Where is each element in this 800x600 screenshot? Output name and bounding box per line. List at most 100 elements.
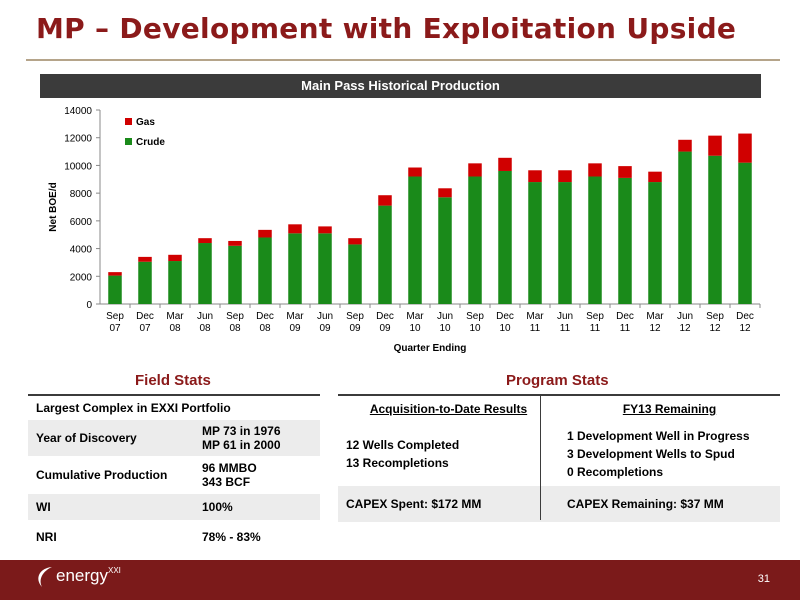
- x-tick-label: 10: [409, 323, 421, 334]
- bar-gas: [678, 139, 692, 152]
- cell-line: 12 Wells Completed: [346, 438, 460, 452]
- bar-crude: [258, 237, 272, 304]
- bar-gas: [648, 171, 662, 183]
- column-header: FY13 Remaining: [622, 402, 717, 416]
- bar-gas: [228, 240, 242, 246]
- logo-superscript: XXI: [107, 566, 121, 575]
- bar-gas: [108, 272, 122, 276]
- bar-crude: [318, 233, 332, 304]
- bar-gas: [528, 170, 542, 183]
- y-tick-label: 2000: [70, 272, 93, 283]
- x-tick-label: Jun: [677, 311, 693, 322]
- table-row: Year of Discovery MP 73 in 1976 MP 61 in…: [28, 420, 320, 456]
- bar-crude: [408, 176, 422, 304]
- y-tick-label: 10000: [64, 161, 92, 172]
- table-cell: 1 Development Well in Progress 3 Develop…: [559, 422, 780, 486]
- y-tick-label: 4000: [70, 245, 93, 256]
- bar-gas: [138, 256, 152, 262]
- bar-crude: [528, 182, 542, 304]
- table-cell: CAPEX Spent: $172 MM: [346, 497, 482, 511]
- bar-gas: [468, 163, 482, 177]
- bar-gas: [168, 254, 182, 262]
- x-tick-label: Mar: [646, 311, 664, 322]
- x-tick-label: 11: [560, 323, 571, 334]
- x-tick-label: Jun: [437, 311, 453, 322]
- page-title: MP – Development with Exploitation Upsid…: [36, 12, 737, 45]
- x-tick-label: 07: [109, 323, 121, 334]
- bar-gas: [498, 157, 512, 171]
- bar-gas: [288, 224, 302, 234]
- x-axis-label: Quarter Ending: [394, 343, 467, 354]
- bar-crude: [378, 205, 392, 304]
- column-divider: [540, 394, 541, 520]
- bar-gas: [708, 135, 722, 156]
- bar-gas: [258, 229, 272, 238]
- x-tick-label: 09: [289, 323, 301, 334]
- bar-crude: [288, 233, 302, 304]
- y-tick-label: 0: [86, 300, 92, 311]
- company-logo: energyXXI: [38, 566, 121, 587]
- y-tick-label: 12000: [64, 134, 92, 145]
- legend-label: Crude: [136, 137, 165, 148]
- legend-swatch: [125, 118, 132, 125]
- field-stat-value-line: MP 61 in 2000: [202, 438, 281, 452]
- table-cell: 12 Wells Completed 13 Recompletions: [338, 422, 559, 486]
- legend-label: Gas: [136, 117, 155, 128]
- cell-line: 1 Development Well in Progress: [567, 429, 750, 443]
- legend-swatch: [125, 138, 132, 145]
- x-tick-label: Jun: [317, 311, 333, 322]
- field-stat-value: 100%: [194, 494, 320, 520]
- bar-crude: [708, 155, 722, 304]
- bar-crude: [468, 176, 482, 304]
- bar-gas: [558, 170, 572, 183]
- field-stat-label: Year of Discovery: [28, 420, 194, 456]
- x-tick-label: 08: [199, 323, 211, 334]
- bar-crude: [168, 261, 182, 304]
- x-tick-label: Mar: [286, 311, 304, 322]
- x-tick-label: Jun: [197, 311, 213, 322]
- x-tick-label: Mar: [166, 311, 184, 322]
- field-stat-value-line: 343 BCF: [202, 475, 251, 489]
- bar-gas: [198, 238, 212, 244]
- x-tick-label: 07: [139, 323, 151, 334]
- x-tick-label: 09: [349, 323, 361, 334]
- x-tick-label: 10: [469, 323, 481, 334]
- field-stats-table: Largest Complex in EXXI Portfolio Year o…: [28, 394, 320, 554]
- x-tick-label: 11: [530, 323, 541, 334]
- field-stat-value-line: MP 73 in 1976: [202, 424, 281, 438]
- x-tick-label: 08: [169, 323, 181, 334]
- x-tick-label: Dec: [256, 311, 274, 322]
- program-stats-table: Acquisition-to-Date Results FY13 Remaini…: [338, 394, 780, 522]
- x-tick-label: Mar: [406, 311, 424, 322]
- field-stats-title: Field Stats: [135, 372, 211, 389]
- bar-gas: [408, 167, 422, 177]
- program-stats-title: Program Stats: [506, 372, 609, 389]
- x-tick-label: Jun: [557, 311, 573, 322]
- bar-crude: [438, 197, 452, 304]
- x-tick-label: Sep: [586, 311, 604, 322]
- field-stat-label: Largest Complex in EXXI Portfolio: [28, 394, 320, 420]
- x-tick-label: 09: [379, 323, 391, 334]
- bar-crude: [648, 182, 662, 304]
- bar-gas: [378, 195, 392, 206]
- x-tick-label: 12: [709, 323, 721, 334]
- bar-gas: [348, 238, 362, 245]
- y-tick-label: 14000: [64, 106, 92, 117]
- x-tick-label: 10: [499, 323, 511, 334]
- bar-crude: [618, 177, 632, 304]
- field-stat-value-line: 96 MMBO: [202, 461, 257, 475]
- footer-bar: energyXXI 31: [0, 560, 800, 600]
- y-tick-label: 6000: [70, 217, 93, 228]
- program-stats-header: Acquisition-to-Date Results FY13 Remaini…: [338, 394, 780, 422]
- x-tick-label: Sep: [466, 311, 484, 322]
- cell-line: 3 Development Wells to Spud: [567, 447, 735, 461]
- y-tick-label: 8000: [70, 189, 93, 200]
- x-tick-label: Dec: [136, 311, 154, 322]
- table-row: CAPEX Spent: $172 MM CAPEX Remaining: $3…: [338, 486, 780, 522]
- logo-text: energy: [56, 566, 108, 585]
- x-tick-label: Sep: [226, 311, 244, 322]
- x-tick-label: Dec: [736, 311, 754, 322]
- field-stat-label: Cumulative Production: [36, 468, 168, 482]
- x-tick-label: Dec: [496, 311, 514, 322]
- bar-crude: [588, 176, 602, 304]
